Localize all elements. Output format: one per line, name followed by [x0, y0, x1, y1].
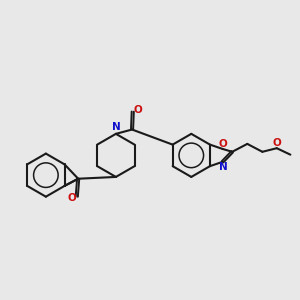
Text: N: N	[218, 162, 227, 172]
Text: O: O	[67, 193, 76, 203]
Text: O: O	[218, 139, 227, 149]
Text: O: O	[134, 105, 142, 115]
Text: N: N	[112, 122, 120, 132]
Text: O: O	[273, 138, 281, 148]
